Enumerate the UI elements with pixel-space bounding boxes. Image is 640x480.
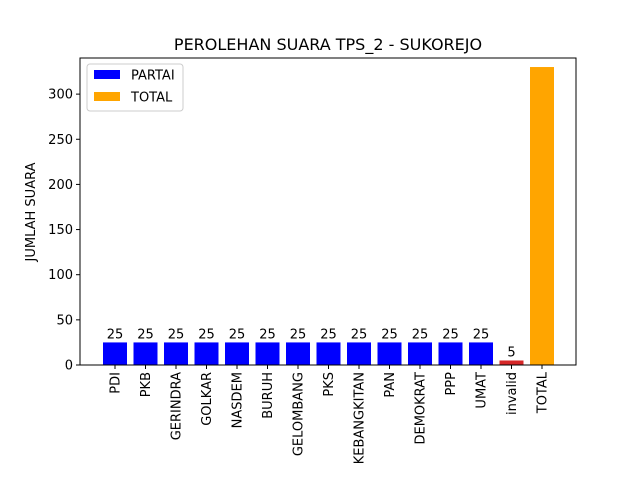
value-label-gelombang: 25 xyxy=(290,327,307,342)
value-label-invalid: 5 xyxy=(507,345,515,360)
y-tick-label: 0 xyxy=(65,359,73,374)
x-tick-label-total: TOTAL xyxy=(536,371,551,414)
legend-swatch-total xyxy=(94,92,120,101)
legend: PARTAI TOTAL xyxy=(86,63,184,112)
plot-frame xyxy=(79,57,577,366)
bar-pdi xyxy=(103,342,127,365)
bar-kebangkitan xyxy=(347,342,371,365)
legend-label-total: TOTAL xyxy=(130,91,173,106)
x-tick-label-pkb: PKB xyxy=(139,372,154,397)
value-label-pkb: 25 xyxy=(137,327,154,342)
value-label-kebangkitan: 25 xyxy=(351,327,368,342)
legend-swatch-partai xyxy=(94,70,120,79)
value-labels-group: 25 25 25 25 25 25 25 25 25 25 25 25 25 5 xyxy=(107,327,516,360)
value-label-pks: 25 xyxy=(320,327,337,342)
x-tick-label-invalid: invalid xyxy=(505,372,520,415)
value-label-pan: 25 xyxy=(381,327,398,342)
x-tick-label-pks: PKS xyxy=(322,372,337,397)
bar-demokrat xyxy=(408,342,432,365)
y-axis-ticks: 0 50 100 150 200 250 300 xyxy=(48,88,80,374)
x-tick-label-gerindra: GERINDRA xyxy=(170,372,185,440)
value-label-golkar: 25 xyxy=(198,327,215,342)
y-tick-label: 300 xyxy=(48,88,73,103)
x-tick-label-golkar: GOLKAR xyxy=(200,372,215,426)
value-label-nasdem: 25 xyxy=(229,327,246,342)
bar-total xyxy=(530,67,554,365)
x-tick-label-umat: UMAT xyxy=(475,372,490,409)
y-tick-label: 250 xyxy=(48,133,73,148)
bar-golkar xyxy=(194,342,219,365)
value-label-buruh: 25 xyxy=(259,327,276,342)
bar-nasdem xyxy=(225,342,249,365)
x-axis-ticks: PDI PKB GERINDRA GOLKAR NASDEM BURUH GELOMBANG… xyxy=(109,365,551,464)
value-label-ppp: 25 xyxy=(442,327,459,342)
bar-invalid xyxy=(499,360,524,365)
bar-buruh xyxy=(255,342,280,365)
x-tick-label-kebangkitan: KEBANGKITAN xyxy=(353,372,368,464)
x-tick-label-buruh: BURUH xyxy=(261,372,276,419)
y-axis-label: JUMLAH SUARA xyxy=(24,162,39,262)
y-tick-label: 150 xyxy=(48,223,73,238)
y-tick-label: 200 xyxy=(48,178,73,193)
x-tick-label-demokrat: DEMOKRAT xyxy=(414,372,429,445)
x-tick-label-pan: PAN xyxy=(383,372,398,398)
x-tick-label-ppp: PPP xyxy=(444,372,459,396)
value-label-gerindra: 25 xyxy=(168,327,185,342)
x-tick-label-gelombang: GELOMBANG xyxy=(292,372,307,456)
y-tick-label: 50 xyxy=(56,313,73,328)
value-label-pdi: 25 xyxy=(107,327,124,342)
bar-gelombang xyxy=(286,342,310,365)
bar-pkb xyxy=(133,342,158,365)
x-tick-label-nasdem: NASDEM xyxy=(231,372,246,428)
bar-ppp xyxy=(438,342,463,365)
chart-title: PEROLEHAN SUARA TPS_2 - SUKOREJO xyxy=(174,35,482,55)
bar-umat xyxy=(469,342,493,365)
legend-label-partai: PARTAI xyxy=(131,69,175,84)
value-label-demokrat: 25 xyxy=(412,327,429,342)
bars-group xyxy=(103,67,554,365)
bar-gerindra xyxy=(164,342,188,365)
y-tick-label: 100 xyxy=(48,268,73,283)
bar-pan xyxy=(377,342,402,365)
x-tick-label-pdi: PDI xyxy=(109,372,124,394)
value-label-umat: 25 xyxy=(473,327,490,342)
bar-pks xyxy=(316,342,341,365)
